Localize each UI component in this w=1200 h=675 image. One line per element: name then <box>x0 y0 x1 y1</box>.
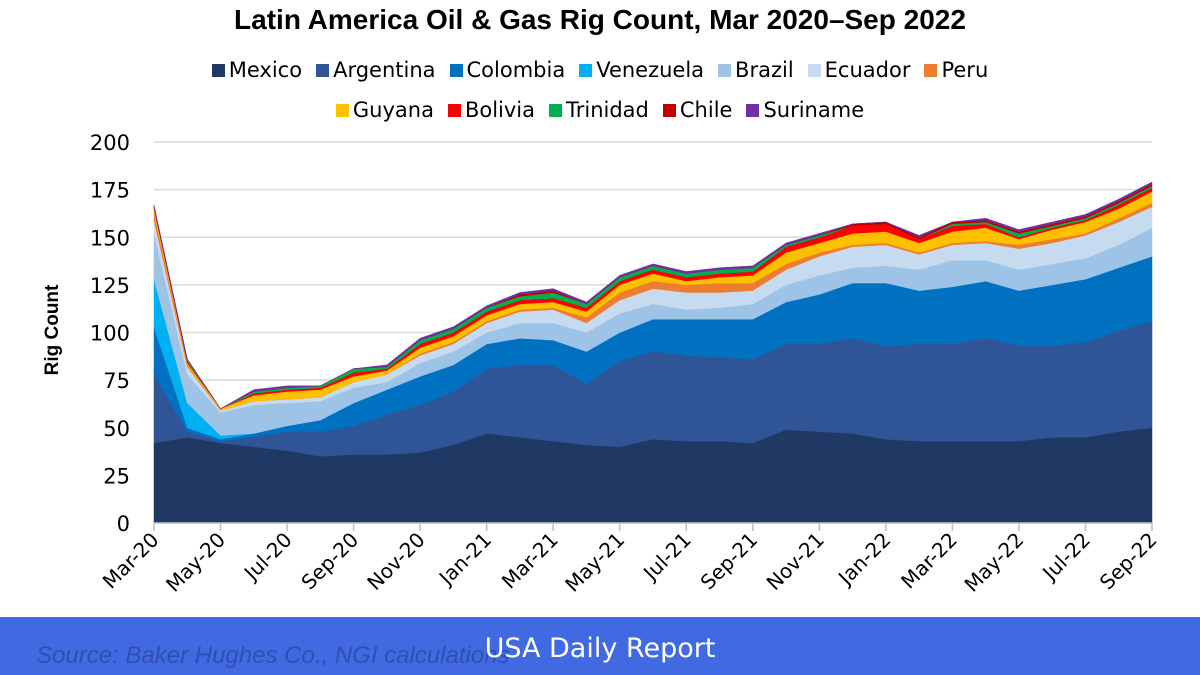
y-tick-label: 50 <box>103 417 130 441</box>
x-tick-label: Jul-22 <box>1036 528 1095 587</box>
y-axis-label: Rig Count <box>42 284 63 375</box>
legend-item: Bolivia <box>447 98 535 122</box>
legend-item: Brazil <box>718 58 794 82</box>
legend-item: Trinidad <box>549 98 649 122</box>
y-tick-label: 150 <box>90 226 130 250</box>
y-tick-label: 100 <box>90 322 130 346</box>
y-tick-label: 75 <box>103 369 130 393</box>
x-tick-label: Mar-22 <box>896 528 962 594</box>
x-tick-label: Jan-21 <box>433 528 496 591</box>
chart-title: Latin America Oil & Gas Rig Count, Mar 2… <box>234 4 966 35</box>
y-tick-label: 125 <box>90 274 130 298</box>
legend-label: Colombia <box>466 58 566 82</box>
banner-title: USA Daily Report <box>484 633 716 664</box>
area-suriname <box>153 181 1153 410</box>
legend-label: Trinidad <box>566 98 649 122</box>
legend-item: Colombia <box>449 58 566 82</box>
y-tick-label: 175 <box>90 179 130 203</box>
legend-item: Venezuela <box>579 58 704 82</box>
legend-row: Guyana Bolivia Trinidad Chile Suriname <box>0 98 1200 122</box>
x-tick-label: Nov-20 <box>362 528 429 595</box>
legend-swatch <box>449 63 463 77</box>
x-tick-label: Nov-21 <box>762 528 829 595</box>
y-tick-label: 25 <box>103 464 130 488</box>
x-tick-label: Jul-20 <box>238 528 297 587</box>
legend-label: Ecuador <box>824 58 911 82</box>
x-tick-label: May-21 <box>560 528 629 597</box>
x-tick-label: Sep-21 <box>696 528 763 595</box>
legend-swatch <box>316 63 330 77</box>
legend-label: Guyana <box>352 98 434 122</box>
legend-swatch <box>746 103 760 117</box>
banner: Source: Baker Hughes Co., NGI calculatio… <box>0 617 1200 675</box>
x-tick-label: Jan-22 <box>832 528 895 591</box>
x-tick-label: May-20 <box>161 528 230 597</box>
legend-swatch <box>549 103 562 117</box>
legend-swatch <box>579 63 593 77</box>
legend-label: Peru <box>941 58 989 82</box>
legend-label: Chile <box>679 98 733 122</box>
legend-item: Guyana <box>335 98 434 122</box>
legend-swatch <box>335 103 349 117</box>
legend-label: Argentina <box>333 58 436 82</box>
y-tick-label: 0 <box>117 512 130 536</box>
legend-label: Suriname <box>763 98 865 122</box>
legend-swatch <box>662 103 676 117</box>
legend-label: Bolivia <box>464 98 535 122</box>
legend-row: Mexico Argentina Colombia Venezuela Brazil Ec… <box>0 58 1200 82</box>
y-tick-label: 200 <box>90 131 130 155</box>
legend-swatch <box>807 63 821 77</box>
legend-label: Venezuela <box>596 58 705 82</box>
legend-item: Argentina <box>316 58 436 82</box>
source-note: Source: Baker Hughes Co., NGI calculatio… <box>36 642 510 669</box>
legend-item: Mexico <box>211 58 303 82</box>
legend-label: Brazil <box>735 58 794 82</box>
legend-swatch <box>447 103 461 117</box>
legend-item: Suriname <box>746 98 864 122</box>
x-tick-label: Mar-20 <box>98 528 164 594</box>
x-tick-label: Mar-21 <box>497 528 563 594</box>
legend-swatch <box>924 63 938 77</box>
x-tick-label: May-22 <box>959 528 1028 597</box>
legend-item: Ecuador <box>807 58 911 82</box>
x-tick-label: Sep-22 <box>1095 528 1162 595</box>
legend-label: Mexico <box>228 58 303 82</box>
legend-item: Chile <box>662 98 733 122</box>
legend-item: Peru <box>924 58 988 82</box>
legend-swatch <box>718 63 732 77</box>
legend-swatch <box>211 63 225 77</box>
x-tick-label: Sep-20 <box>296 528 363 595</box>
x-tick-label: Jul-21 <box>637 528 696 587</box>
